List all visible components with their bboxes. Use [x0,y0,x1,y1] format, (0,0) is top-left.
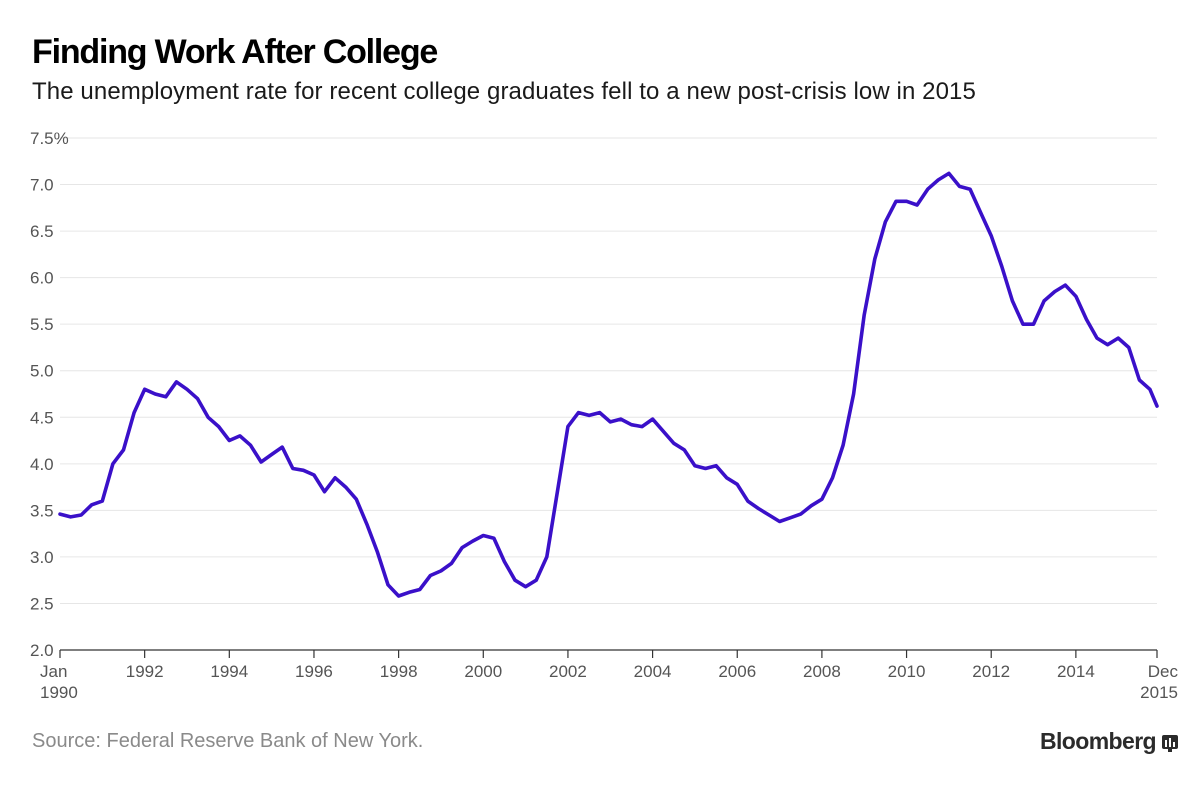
y-tick-label: 5.0 [30,362,54,381]
x-tick-label: 2010 [888,662,926,681]
x-tick-label: Jan [40,662,67,681]
x-tick-label: 2012 [972,662,1010,681]
y-tick-label: 3.0 [30,548,54,567]
series-layer [58,171,1159,598]
y-tick-label: 2.5 [30,594,54,613]
source-note: Source: Federal Reserve Bank of New York… [32,730,424,752]
x-tick-label: 2015 [1140,683,1178,702]
y-axis-ticks: 7.5% 7.0 6.5 6.0 5.5 5.0 4.5 4.0 3.5 3.0 2.5 2.0 [30,129,69,660]
x-tick-label: 1990 [40,683,78,702]
x-axis-ticks: Jan 1990 1992 1994 1996 1998 2000 2002 2004 2006 2… [40,650,1178,702]
x-tick-label: 1998 [380,662,418,681]
x-tick-label: 2014 [1057,662,1095,681]
y-tick-label: 5.5 [30,315,54,334]
x-tick-label: 1992 [126,662,164,681]
y-tick-label: 2.0 [30,641,54,660]
brand-name: Bloomberg [1040,728,1157,754]
x-tick-label: 2006 [718,662,756,681]
x-tick-label: 2002 [549,662,587,681]
chart-subtitle: The unemployment rate for recent college… [32,78,976,105]
x-tick-label: 2008 [803,662,841,681]
gridlines [60,137,1157,651]
x-tick-label: Dec [1148,662,1179,681]
x-tick-label: 1996 [295,662,333,681]
chart-title: Finding Work After College [32,33,438,71]
line-chart: 7.5% 7.0 6.5 6.0 5.5 5.0 4.5 4.0 3.5 3.0 2.5 2.0 Ja… [30,129,1178,702]
y-tick-label: 6.0 [30,269,54,288]
y-tick-label: 3.5 [30,501,54,520]
x-tick-label: 2000 [464,662,502,681]
y-tick-label: 7.5% [30,129,69,148]
y-tick-label: 4.0 [30,455,54,474]
brand-logo: Bloomberg [1040,728,1178,755]
x-tick-label: 2004 [634,662,672,681]
y-tick-label: 6.5 [30,222,54,241]
series-line [58,171,1159,598]
y-tick-label: 4.5 [30,408,54,427]
bloomberg-terminal-icon [1162,734,1178,752]
x-tick-label: 1994 [210,662,248,681]
y-tick-label: 7.0 [30,176,54,195]
